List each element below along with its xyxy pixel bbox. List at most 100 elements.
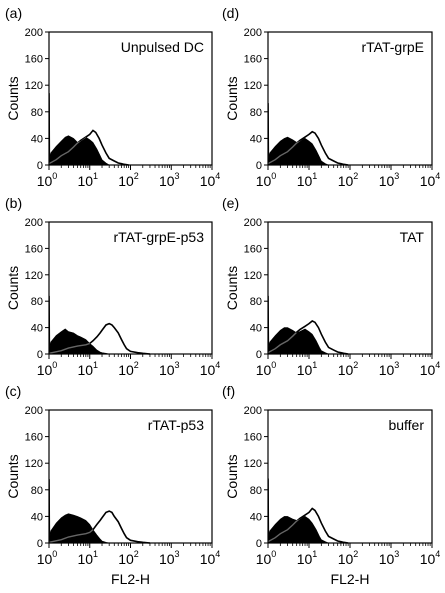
- y-tick-label: 160: [25, 243, 43, 255]
- x-tick-base: 10: [200, 551, 216, 567]
- y-tick-label: 200: [244, 217, 262, 229]
- panel-letter: (d): [222, 5, 239, 21]
- y-tick-label: 80: [31, 485, 43, 497]
- x-tick-base: 10: [420, 362, 436, 378]
- x-tick-label: 101: [297, 171, 318, 189]
- x-tick-exponent: 0: [271, 171, 276, 181]
- panel-annotation: rTAT-grpE: [362, 39, 425, 55]
- x-tick-base: 10: [159, 362, 175, 378]
- y-tick-label: 40: [250, 133, 262, 145]
- x-tick-exponent: 4: [435, 171, 440, 181]
- x-tick-label: 102: [338, 549, 359, 567]
- y-tick-label: 160: [244, 432, 262, 444]
- x-tick-label: 103: [159, 171, 180, 189]
- y-tick-label: 200: [25, 27, 43, 39]
- x-tick-exponent: 4: [435, 360, 440, 370]
- x-axis-label: FL2-H: [111, 571, 150, 587]
- panel-letter: (f): [222, 383, 235, 399]
- x-tick-label: 100: [37, 171, 58, 189]
- histogram-filled-series: [267, 478, 329, 544]
- x-tick-base: 10: [77, 173, 93, 189]
- panel-annotation: buffer: [388, 417, 424, 433]
- histogram-filled-series: [267, 103, 329, 166]
- x-tick-label: 103: [159, 360, 180, 378]
- x-tick-exponent: 1: [93, 360, 98, 370]
- y-tick-label: 0: [37, 160, 43, 172]
- histogram-filled-series: [48, 479, 110, 544]
- y-axis-label: Counts: [5, 454, 21, 498]
- x-tick-exponent: 2: [134, 549, 139, 559]
- x-tick-base: 10: [37, 362, 53, 378]
- x-tick-exponent: 3: [175, 360, 180, 370]
- x-tick-base: 10: [297, 551, 313, 567]
- x-tick-exponent: 2: [353, 549, 358, 559]
- x-tick-label: 104: [200, 360, 221, 378]
- x-tick-exponent: 1: [312, 549, 317, 559]
- y-tick-label: 80: [250, 485, 262, 497]
- panel-letter: (a): [5, 5, 22, 21]
- x-tick-exponent: 3: [394, 171, 399, 181]
- x-tick-label: 102: [118, 171, 139, 189]
- y-tick-label: 160: [25, 432, 43, 444]
- panel-letter: (b): [5, 195, 22, 211]
- x-tick-exponent: 2: [134, 171, 139, 181]
- histogram-filled-series: [48, 295, 110, 355]
- x-tick-base: 10: [379, 173, 395, 189]
- x-tick-label: 102: [118, 549, 139, 567]
- x-tick-label: 104: [200, 171, 221, 189]
- y-tick-label: 80: [31, 296, 43, 308]
- x-tick-base: 10: [379, 362, 395, 378]
- x-tick-base: 10: [77, 551, 93, 567]
- x-tick-exponent: 2: [134, 360, 139, 370]
- y-tick-label: 0: [37, 538, 43, 550]
- x-tick-base: 10: [159, 551, 175, 567]
- y-tick-label: 0: [256, 160, 262, 172]
- x-tick-label: 101: [297, 360, 318, 378]
- y-tick-label: 120: [244, 270, 262, 282]
- x-axis-label: FL2-H: [331, 571, 370, 587]
- x-tick-label: 100: [256, 549, 277, 567]
- x-tick-base: 10: [256, 173, 272, 189]
- x-tick-base: 10: [420, 551, 436, 567]
- y-tick-label: 80: [31, 107, 43, 119]
- y-axis-label: Counts: [5, 76, 21, 120]
- x-tick-exponent: 3: [394, 360, 399, 370]
- y-tick-label: 200: [25, 405, 43, 417]
- x-tick-label: 100: [256, 171, 277, 189]
- x-tick-exponent: 0: [271, 549, 276, 559]
- y-tick-label: 120: [244, 80, 262, 92]
- x-tick-base: 10: [338, 362, 354, 378]
- x-tick-label: 100: [256, 360, 277, 378]
- y-tick-label: 120: [244, 458, 262, 470]
- x-tick-label: 101: [77, 549, 98, 567]
- x-tick-exponent: 0: [52, 360, 57, 370]
- x-tick-exponent: 0: [52, 549, 57, 559]
- x-tick-label: 100: [37, 360, 58, 378]
- y-axis-label: Counts: [5, 266, 21, 310]
- x-tick-base: 10: [297, 173, 313, 189]
- x-tick-base: 10: [37, 551, 53, 567]
- y-tick-label: 200: [244, 405, 262, 417]
- x-tick-label: 104: [420, 171, 441, 189]
- x-tick-base: 10: [256, 362, 272, 378]
- y-tick-label: 0: [256, 538, 262, 550]
- x-tick-base: 10: [159, 173, 175, 189]
- x-tick-base: 10: [200, 362, 216, 378]
- panel-letter: (c): [5, 383, 21, 399]
- y-tick-label: 40: [31, 511, 43, 523]
- y-axis-label: Counts: [224, 76, 240, 120]
- x-tick-exponent: 2: [353, 171, 358, 181]
- y-axis-label: Counts: [224, 266, 240, 310]
- panel-letter: (e): [222, 195, 239, 211]
- x-tick-exponent: 4: [215, 549, 220, 559]
- x-tick-exponent: 2: [353, 360, 358, 370]
- x-tick-base: 10: [338, 551, 354, 567]
- x-tick-base: 10: [118, 362, 134, 378]
- panel-annotation: TAT: [400, 229, 425, 245]
- x-tick-exponent: 3: [175, 171, 180, 181]
